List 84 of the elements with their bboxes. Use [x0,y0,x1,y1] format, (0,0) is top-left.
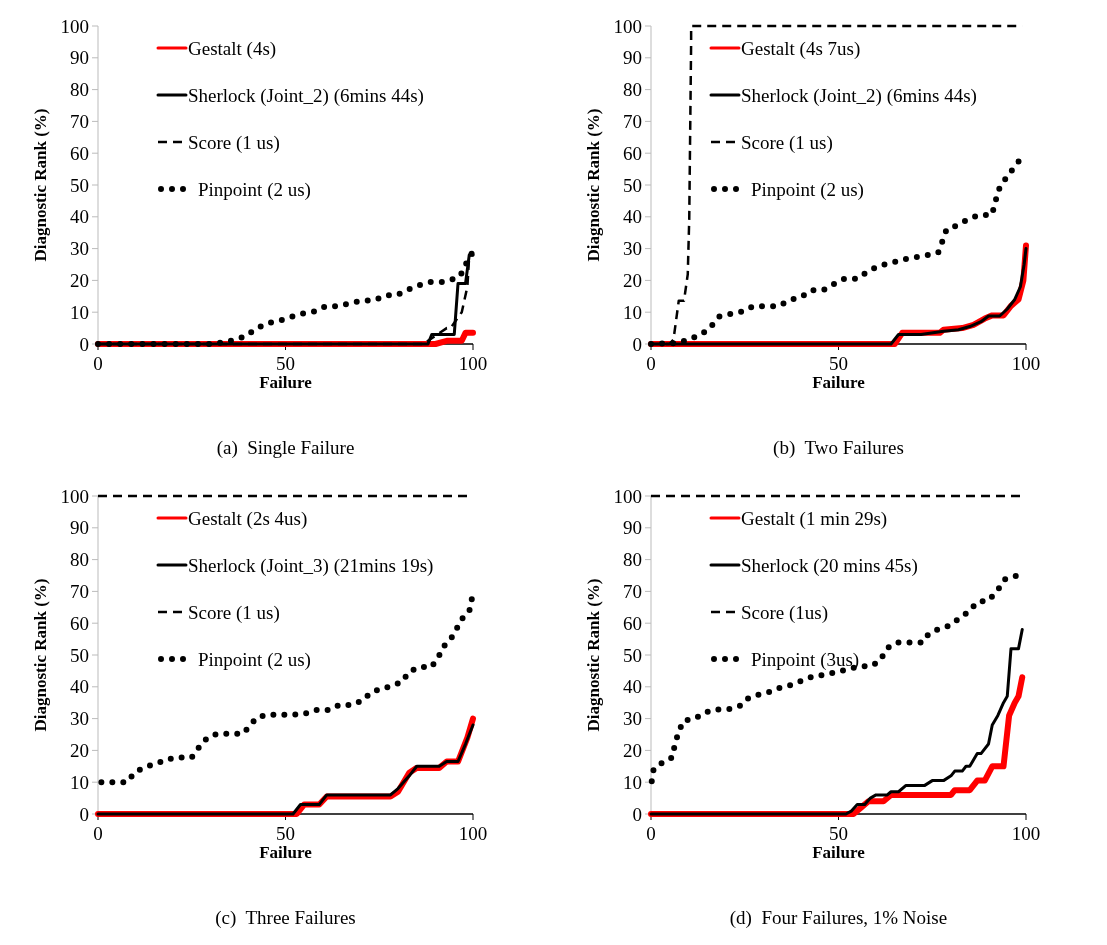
y-tick-label: 40 [70,206,89,228]
y-tick-label: 30 [623,708,642,730]
y-tick-label: 0 [632,803,642,825]
legend-label: Score (1 us) [741,131,833,154]
y-tick-label: 20 [623,270,642,292]
y-tick-label: 10 [70,771,89,793]
y-tick-label: 50 [623,174,642,196]
y-tick-label: 60 [623,142,642,164]
y-axis-title: Diagnostic Rank (%) [584,578,603,732]
legend-label: Gestalt (4s) [188,37,277,60]
y-tick-label: 30 [70,238,89,260]
y-tick-label: 100 [60,15,89,37]
y-axis-title: Diagnostic Rank (%) [584,108,603,262]
x-tick-label: 100 [1011,823,1041,844]
legend-label: Pinpoint (2 us) [751,178,864,201]
x-tick-label: 100 [458,353,488,374]
legend-label: Pinpoint (2 us) [198,648,311,671]
legend-label: Pinpoint (2 us) [198,178,311,201]
x-axis-title: Failure [259,843,313,862]
y-tick-label: 100 [60,485,89,507]
y-tick-label: 30 [623,238,642,260]
x-tick-label: 100 [458,823,488,844]
y-tick-label: 0 [79,333,89,355]
y-tick-label: 70 [623,111,642,133]
y-tick-label: 20 [623,740,642,762]
legend-label: Sherlock (Joint_2) (6mins 44s) [741,84,977,107]
y-tick-label: 40 [70,676,89,698]
y-tick-label: 70 [70,581,89,603]
y-tick-label: 40 [623,676,642,698]
y-tick-label: 80 [70,79,89,101]
x-tick-label: 0 [93,353,103,374]
text: (d) Four Failures, 1% Noise [729,907,948,929]
y-tick-label: 80 [70,549,89,571]
y-tick-label: 70 [70,111,89,133]
x-tick-label: 100 [1011,353,1041,374]
y-tick-label: 100 [613,485,642,507]
y-tick-label: 70 [623,581,642,603]
legend-label: Pinpoint (3us) [751,648,860,671]
y-tick-label: 40 [623,206,642,228]
x-axis-title: Failure [259,373,313,392]
legend-label: Gestalt (1 min 29s) [741,507,888,530]
x-axis-title: Failure [812,373,866,392]
y-tick-label: 10 [70,301,89,323]
y-tick-label: 10 [623,771,642,793]
y-tick-label: 20 [70,740,89,762]
y-tick-label: 30 [70,708,89,730]
y-tick-label: 80 [623,549,642,571]
y-tick-label: 0 [632,333,642,355]
x-tick-label: 50 [829,353,848,374]
legend-label: Score (1 us) [188,601,280,624]
y-tick-label: 60 [623,612,642,634]
y-tick-label: 50 [70,174,89,196]
y-axis-title: Diagnostic Rank (%) [31,578,50,732]
y-tick-label: 90 [70,47,89,69]
legend-label: Gestalt (4s 7us) [741,37,861,60]
y-tick-label: 60 [70,612,89,634]
legend-label: Sherlock (20 mins 45s) [741,554,918,577]
y-tick-label: 60 [70,142,89,164]
y-tick-label: 80 [623,79,642,101]
x-tick-label: 50 [829,823,848,844]
legend-label: Sherlock (Joint_3) (21mins 19s) [188,554,434,577]
legend-label: Score (1 us) [188,131,280,154]
y-tick-label: 50 [70,644,89,666]
text: (c) Three Failures [215,907,356,929]
y-tick-label: 20 [70,270,89,292]
text: (a) Single Failure [216,437,355,459]
x-tick-label: 50 [276,823,295,844]
y-tick-label: 100 [613,15,642,37]
y-tick-label: 90 [623,517,642,539]
legend-label: Score (1us) [741,601,829,624]
y-axis-title: Diagnostic Rank (%) [31,108,50,262]
y-tick-label: 50 [623,644,642,666]
y-tick-label: 90 [70,517,89,539]
x-tick-label: 0 [646,353,656,374]
text: (b) Two Failures [773,437,904,459]
x-tick-label: 0 [93,823,103,844]
x-axis-title: Failure [812,843,866,862]
legend-label: Gestalt (2s 4us) [188,507,308,530]
x-tick-label: 50 [276,353,295,374]
x-tick-label: 0 [646,823,656,844]
y-tick-label: 90 [623,47,642,69]
y-tick-label: 0 [79,803,89,825]
legend-label: Sherlock (Joint_2) (6mins 44s) [188,84,424,107]
y-tick-label: 10 [623,301,642,323]
